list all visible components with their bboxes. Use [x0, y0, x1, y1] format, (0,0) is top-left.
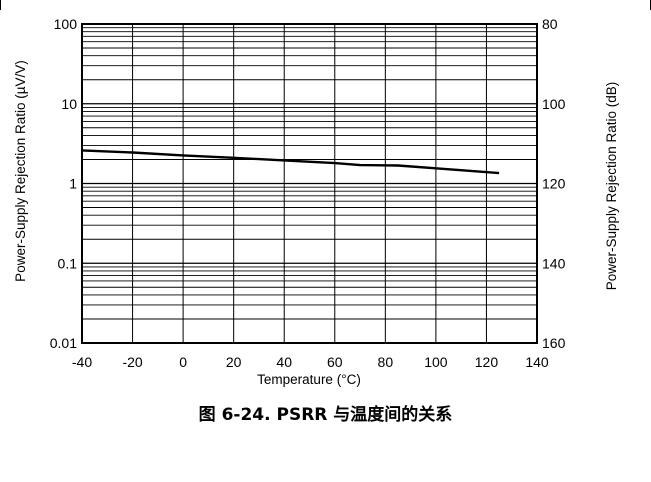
y-axis-label-right: Power-Supply Rejection Ratio (dB): [604, 82, 619, 291]
y-tick-label-left: 1: [69, 176, 77, 192]
x-tick-label: 140: [525, 354, 549, 370]
x-tick-label: 60: [327, 354, 343, 370]
x-tick-label: -20: [122, 354, 142, 370]
x-axis-label: Temperature (°C): [257, 372, 361, 387]
x-tick-label: 0: [179, 354, 187, 370]
y-tick-label-left: 100: [54, 16, 78, 32]
x-tick-label: -40: [72, 354, 92, 370]
y-tick-label-left: 10: [61, 96, 77, 112]
x-tick-label: 40: [276, 354, 292, 370]
x-tick-label: 100: [424, 354, 448, 370]
y-tick-label-right: 140: [542, 255, 566, 271]
y-axis-ticks-left: 0.01 0.1 1 10 100: [50, 16, 77, 351]
figure-caption: 图 6-24. PSRR 与温度间的关系: [0, 400, 651, 425]
x-tick-label: 80: [378, 354, 394, 370]
y-tick-label-right: 160: [542, 335, 566, 351]
psrr-series-line: [82, 150, 499, 173]
y-tick-label-right: 80: [542, 16, 558, 32]
y-tick-label-right: 120: [542, 176, 566, 192]
y-tick-label-left: 0.01: [50, 335, 77, 351]
y-tick-label-right: 100: [542, 96, 566, 112]
x-axis-ticks: -40 -20 0 20 40 60 80 100 120 140: [72, 354, 549, 370]
psrr-chart: -40 -20 0 20 40 60 80 100 120 140 0.01 0.1 1 10 100 1…: [0, 0, 651, 400]
y-tick-label-left: 0.1: [58, 255, 78, 271]
y-axis-label-left: Power-Supply Rejection Ratio (µV/V): [13, 60, 28, 282]
x-tick-label: 20: [226, 354, 242, 370]
y-axis-ticks-right: 160 140 120 100 80: [542, 16, 566, 351]
chart-grid: [82, 24, 537, 343]
x-tick-label: 120: [475, 354, 499, 370]
